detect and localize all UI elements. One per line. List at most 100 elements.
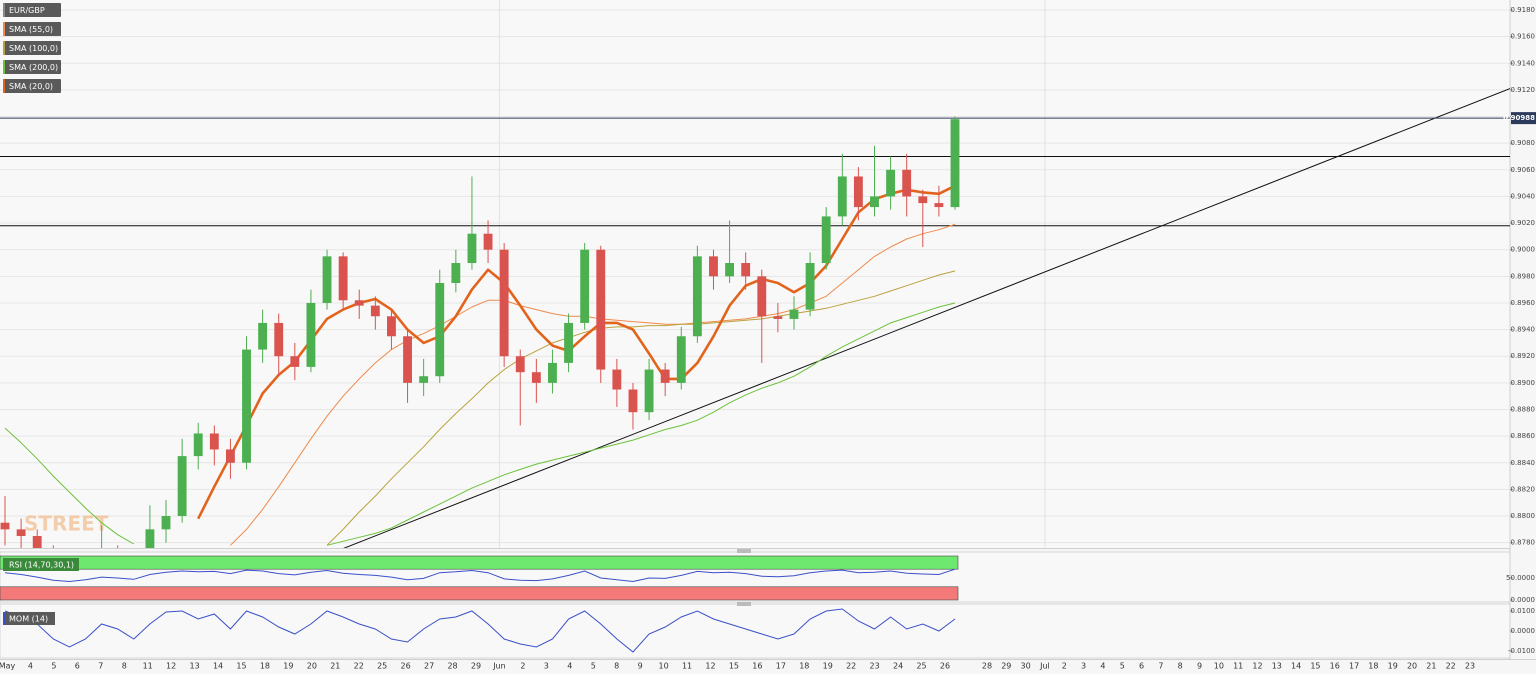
y-tick-label: 0.8800 [1511,512,1536,520]
candle-body [483,233,493,250]
candle-body [757,276,767,317]
date-label: 12 [1252,662,1262,671]
candle-body [548,362,557,383]
resize-handle[interactable] [737,549,751,553]
oversold-band [0,586,959,601]
candle-body [177,456,187,517]
legend-entry[interactable]: EUR/GBP [3,3,61,17]
last-price-label: 0.90988 [1503,114,1535,122]
date-label: 24 [893,662,903,671]
price-plot [0,88,1510,548]
date-label: 26 [940,662,950,671]
date-label: 13 [1272,662,1282,671]
date-label: Jun [492,662,506,671]
date-label: 25 [377,662,387,671]
legend-entry[interactable]: SMA (20,0) [3,79,61,93]
date-label: Jul [1039,662,1050,671]
candle-body [242,349,251,463]
y-tick-label: 0.9020 [1511,219,1536,227]
date-label: 22 [846,662,856,671]
date-label: 12 [166,662,176,671]
date-label: 6 [75,662,80,671]
date-label: 20 [1407,662,1417,671]
date-label: 7 [98,662,103,671]
legend-box [3,22,61,36]
date-label: 5 [51,662,56,671]
candle-body [853,176,863,208]
y-tick-label: 0.8960 [1511,299,1536,307]
date-label: 11 [1233,662,1243,671]
date-label: 4 [1100,662,1105,671]
candle-body [209,433,219,450]
candle-body [419,376,429,383]
date-label: 25 [916,662,926,671]
candle-body [596,249,606,370]
candle-body [322,256,332,303]
candle-body [370,305,380,317]
watermark: STREET [24,512,109,536]
date-label: 28 [982,662,992,671]
date-label: 12 [705,662,715,671]
date-label: 21 [1426,662,1436,671]
mom-panel [0,603,1511,659]
date-label: 20 [307,662,317,671]
date-label: 8 [1178,662,1183,671]
candle-body [225,449,235,463]
y-tick-label: 0.0000 [1511,596,1536,604]
date-label: May [0,662,16,671]
legend-swatch [3,41,5,55]
date-label: 22 [1446,662,1456,671]
legend-swatch [3,22,5,36]
candle-body [741,263,751,277]
candle-body [515,356,525,373]
date-label: 29 [471,662,481,671]
candle-body [290,356,300,367]
legend-entry[interactable]: SMA (100,0) [3,41,61,55]
resize-handle[interactable] [737,602,751,606]
legend-label: SMA (100,0) [9,44,58,53]
date-label: 8 [614,662,619,671]
y-tick-label: 0.8860 [1511,432,1536,440]
candle-body [274,322,284,357]
date-label: 27 [424,662,434,671]
overbought-band [0,555,959,570]
candle-body [531,372,541,383]
legend-box [3,41,61,55]
date-label: 23 [870,662,880,671]
legend-label: EUR/GBP [9,6,45,15]
date-label: 4 [28,662,33,671]
date-label: 5 [1120,662,1125,671]
candle-body [934,203,944,208]
date-label: 19 [823,662,833,671]
candle-body [16,529,26,537]
candle-body [725,263,735,277]
legend-swatch [3,3,5,17]
candle-body [773,316,783,319]
rsi-line [4,568,956,583]
candle-body [451,263,461,283]
legend-box [3,3,61,17]
date-label: 6 [1139,662,1144,671]
y-tick-label: 0.8980 [1511,272,1536,280]
date-label: 3 [544,662,549,671]
legend-entry[interactable]: SMA (55,0) [3,22,61,36]
date-label: 23 [1465,662,1475,671]
y-tick-label: 0.9040 [1511,192,1536,200]
candle-body [886,169,896,197]
candle-body [193,433,203,457]
candle-body [306,302,316,367]
candle-body [32,536,42,548]
candle-body [467,233,477,264]
date-label: 15 [729,662,739,671]
candle-body [676,336,686,383]
y-tick-label: 0.0100 [1511,607,1536,615]
candle-body [338,256,348,301]
date-label: 16 [1330,662,1340,671]
y-tick-label: 0.8900 [1511,379,1536,387]
y-tick-label: 0.8880 [1511,406,1536,414]
date-label: 26 [401,662,411,671]
indicator-label: RSI (14,70,30,1) [9,561,74,570]
date-label: 19 [283,662,293,671]
legend-entry[interactable]: SMA (200,0) [3,60,61,74]
candle-body [354,300,364,306]
